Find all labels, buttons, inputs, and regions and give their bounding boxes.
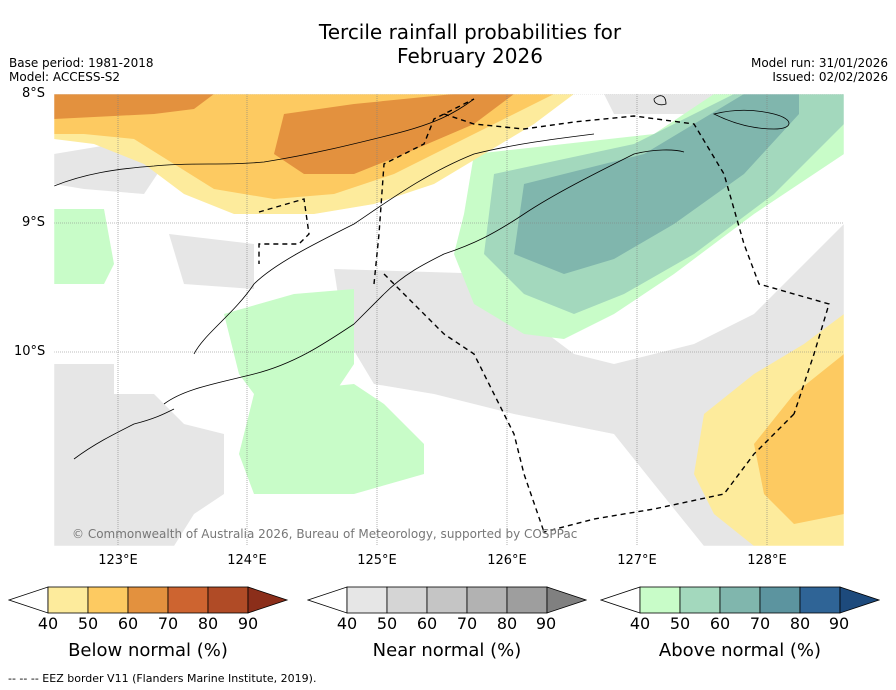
meta-left: Base period: 1981-2018 Model: ACCESS-S2 [9, 56, 154, 84]
lon-label-128e: 128°E [747, 553, 787, 568]
coastlines [54, 95, 790, 460]
above-bin-4 [759, 586, 801, 614]
above-tick-60: 60 [709, 614, 731, 633]
above-normal-center [224, 289, 354, 414]
near-tick-40: 40 [336, 614, 358, 633]
above-bin-5 [799, 586, 841, 614]
coastline-north-island [54, 98, 475, 187]
eez-border-east [443, 113, 830, 415]
below-bin-4 [167, 586, 209, 614]
below-tick-50: 50 [77, 614, 99, 633]
above-title: Above normal (%) [658, 640, 822, 661]
above-tick-40: 40 [629, 614, 651, 633]
eez-border-north [373, 98, 475, 285]
above-bin-3 [719, 586, 761, 614]
below-bin-1 [47, 586, 89, 614]
above-bin-under [600, 586, 641, 614]
near-bin-under [307, 586, 348, 614]
below-bin-3 [127, 586, 169, 614]
above-tick-90: 90 [828, 614, 850, 633]
near-bin-over [546, 586, 587, 614]
above-normal-regions [54, 94, 844, 494]
below-tick-90: 90 [237, 614, 259, 633]
above-bin-1 [639, 586, 681, 614]
above-tick-50: 50 [669, 614, 691, 633]
below-tick-60: 60 [117, 614, 139, 633]
lat-label-8s: 8°S [22, 86, 46, 101]
near-normal-west [169, 234, 254, 289]
coastline-island-ne [712, 109, 790, 130]
below-tick-80: 80 [197, 614, 219, 633]
coastline-timor-north [383, 149, 685, 295]
near-tick-70: 70 [456, 614, 478, 633]
colorbar-near [307, 586, 587, 614]
above-normal-south [239, 384, 424, 494]
above-tick-70: 70 [749, 614, 771, 633]
colorbar-above [600, 586, 880, 614]
coastline-timor-west [193, 133, 595, 355]
graticule [54, 94, 844, 546]
near-tick-50: 50 [376, 614, 398, 633]
below-normal-60-nw [54, 94, 214, 119]
eez-border-south [543, 413, 795, 533]
colorbar-below [8, 586, 289, 614]
near-tick-60: 60 [416, 614, 438, 633]
above-normal-60 [514, 94, 799, 274]
footnote: -- -- -- EEZ border V11 (Flanders Marine… [8, 672, 317, 685]
below-normal-regions [54, 94, 844, 546]
above-normal-west [54, 209, 114, 284]
forecast-map [54, 94, 844, 546]
below-tick-70: 70 [157, 614, 179, 633]
near-bin-2 [386, 586, 428, 614]
lat-label-9s: 9°S [22, 215, 46, 230]
below-bin-2 [87, 586, 129, 614]
coastline-timor-southwest [163, 293, 385, 405]
lon-label-127e: 127°E [617, 553, 657, 568]
below-bin-under [8, 586, 49, 614]
below-normal-50-se [754, 354, 844, 524]
model-run: Model run: 31/01/2026 [750, 56, 888, 70]
eez-border-central [383, 273, 545, 533]
coastline-roti [73, 408, 175, 460]
lat-label-10s: 10°S [14, 344, 46, 359]
issued-date: Issued: 02/02/2026 [772, 70, 888, 84]
meta-right: Model run: 31/01/2026 Issued: 02/02/2026 [751, 56, 888, 84]
model-name: Model: ACCESS-S2 [9, 70, 121, 84]
near-bin-5 [506, 586, 548, 614]
title-line-1: Tercile rainfall probabilities for [318, 20, 622, 44]
eez-border-west [258, 198, 310, 264]
lon-label-125e: 125°E [357, 553, 397, 568]
lon-label-124e: 124°E [227, 553, 267, 568]
title-line-2: February 2026 [397, 44, 543, 68]
near-bin-4 [466, 586, 508, 614]
below-title: Below normal (%) [68, 640, 228, 661]
coastline-islet [653, 95, 667, 106]
base-period: Base period: 1981-2018 [9, 56, 154, 70]
near-title: Near normal (%) [372, 640, 522, 661]
lon-label-126e: 126°E [487, 553, 527, 568]
below-tick-40: 40 [37, 614, 59, 633]
below-bin-over [247, 586, 289, 614]
lon-label-123e: 123°E [98, 553, 138, 568]
near-tick-80: 80 [496, 614, 518, 633]
eez-borders [258, 98, 830, 533]
above-tick-80: 80 [789, 614, 811, 633]
near-tick-90: 90 [535, 614, 557, 633]
map-title: Tercile rainfall probabilities for Febru… [0, 20, 896, 68]
near-bin-1 [346, 586, 388, 614]
near-normal-sw [54, 364, 224, 546]
above-bin-2 [679, 586, 721, 614]
above-bin-over [839, 586, 880, 614]
near-bin-3 [426, 586, 468, 614]
copyright: © Commonwealth of Australia 2026, Bureau… [72, 527, 578, 541]
below-bin-5 [207, 586, 249, 614]
near-normal-north [604, 94, 714, 114]
